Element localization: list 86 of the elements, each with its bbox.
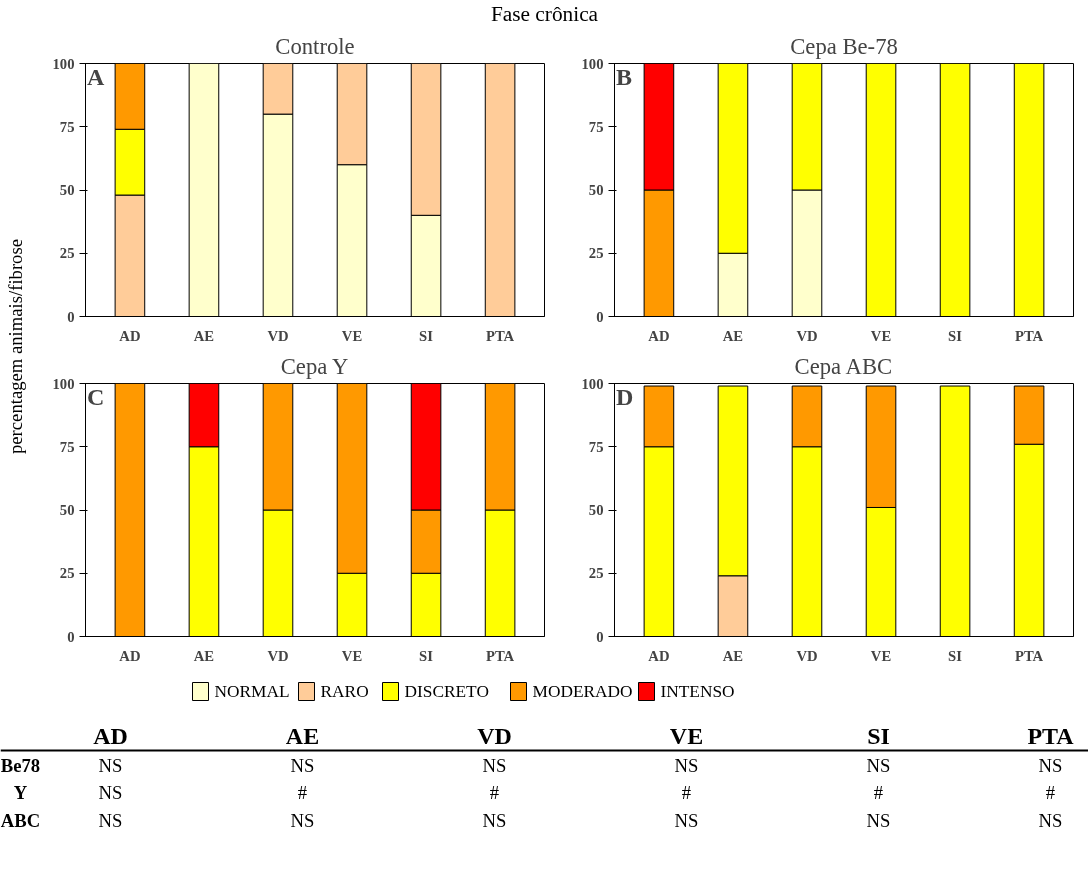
text: NS	[674, 755, 699, 777]
x-tick-label: PTA	[485, 327, 515, 344]
y-tick-label: 25	[588, 565, 604, 582]
x-tick-label: AD	[648, 327, 670, 344]
text: Y	[13, 782, 28, 804]
text: NS	[674, 809, 699, 831]
x-tick-label: AE	[722, 647, 744, 664]
text: #	[681, 782, 692, 804]
x-tick-label: SI	[419, 647, 434, 664]
y-tick-label: 50	[588, 502, 604, 518]
x-tick-label: SI	[948, 327, 963, 344]
y-tick-label: 25	[59, 245, 75, 262]
text: Be78	[0, 755, 41, 777]
y-tick-label: 25	[588, 245, 604, 262]
text: NS	[866, 755, 891, 777]
y-tick-label: 0	[67, 628, 75, 645]
text: NS	[866, 809, 891, 831]
y-tick-label: 0	[596, 628, 604, 645]
text: NS	[98, 809, 123, 831]
text: NS	[1038, 809, 1063, 831]
x-tick-label: AD	[119, 327, 141, 344]
y-tick-label: 75	[588, 438, 604, 455]
x-tick-label: AE	[193, 647, 215, 664]
text: #	[489, 782, 500, 804]
y-tick-label: 25	[59, 565, 75, 582]
text: ABC	[0, 809, 41, 831]
text: NS	[290, 755, 315, 777]
chart-title: Cepa Be-78	[790, 33, 898, 59]
text: NS	[482, 809, 507, 831]
y-tick-label: 100	[52, 375, 75, 392]
text: NS	[290, 809, 315, 831]
category-label: VD	[477, 722, 512, 749]
x-tick-label: VD	[267, 647, 289, 664]
chart-title: Controle	[275, 33, 355, 59]
x-tick-label: AD	[119, 647, 141, 664]
y-tick-label: 50	[59, 182, 75, 198]
annotation: C	[86, 383, 105, 410]
x-tick-label: VE	[341, 327, 363, 344]
text: Fase crônica	[490, 1, 599, 26]
y-tick-label: 100	[581, 55, 604, 72]
text: NS	[98, 782, 123, 804]
category-label: AD	[93, 722, 128, 749]
x-tick-label: VE	[341, 647, 363, 664]
annotation: A	[86, 63, 105, 90]
x-tick-label: PTA	[485, 647, 515, 664]
annotation: B	[615, 63, 632, 90]
legend-label: DISCRETO	[404, 682, 489, 701]
text: #	[297, 782, 308, 804]
y-tick-label: 100	[581, 375, 604, 392]
text: #	[873, 782, 884, 804]
text: #	[1045, 782, 1056, 804]
y-tick-label: 100	[52, 55, 75, 72]
legend-label: MODERADO	[532, 682, 633, 701]
annotation: D	[615, 383, 634, 410]
category-label: SI	[867, 722, 890, 749]
x-tick-label: VE	[870, 647, 892, 664]
chart-title: Cepa ABC	[794, 353, 893, 379]
category-label: AE	[285, 722, 320, 749]
y-axis-title: percentagem animais/fibrose	[5, 239, 26, 454]
x-tick-label: VE	[870, 327, 892, 344]
x-tick-label: VD	[796, 647, 818, 664]
x-tick-label: VD	[267, 327, 289, 344]
text: NS	[98, 755, 123, 777]
x-tick-label: SI	[948, 647, 963, 664]
x-tick-label: SI	[419, 327, 434, 344]
y-tick-label: 50	[588, 182, 604, 198]
y-tick-label: 75	[59, 438, 75, 455]
x-tick-label: AE	[722, 327, 744, 344]
x-tick-label: PTA	[1014, 327, 1044, 344]
text: NS	[1038, 755, 1063, 777]
y-tick-label: 50	[59, 502, 75, 518]
category-label: VE	[669, 722, 704, 749]
x-tick-label: PTA	[1014, 647, 1044, 664]
legend-label: INTENSO	[660, 682, 735, 701]
x-tick-label: VD	[796, 327, 818, 344]
y-tick-label: 0	[596, 308, 604, 325]
legend-label: NORMAL	[214, 682, 290, 701]
text: NS	[482, 755, 507, 777]
chart-title: Cepa Y	[280, 353, 349, 379]
legend-label: RARO	[320, 682, 369, 701]
x-tick-label: AD	[648, 647, 670, 664]
y-tick-label: 75	[588, 118, 604, 135]
x-tick-label: AE	[193, 327, 215, 344]
y-tick-label: 0	[67, 308, 75, 325]
category-label: PTA	[1027, 722, 1075, 749]
y-tick-label: 75	[59, 118, 75, 135]
